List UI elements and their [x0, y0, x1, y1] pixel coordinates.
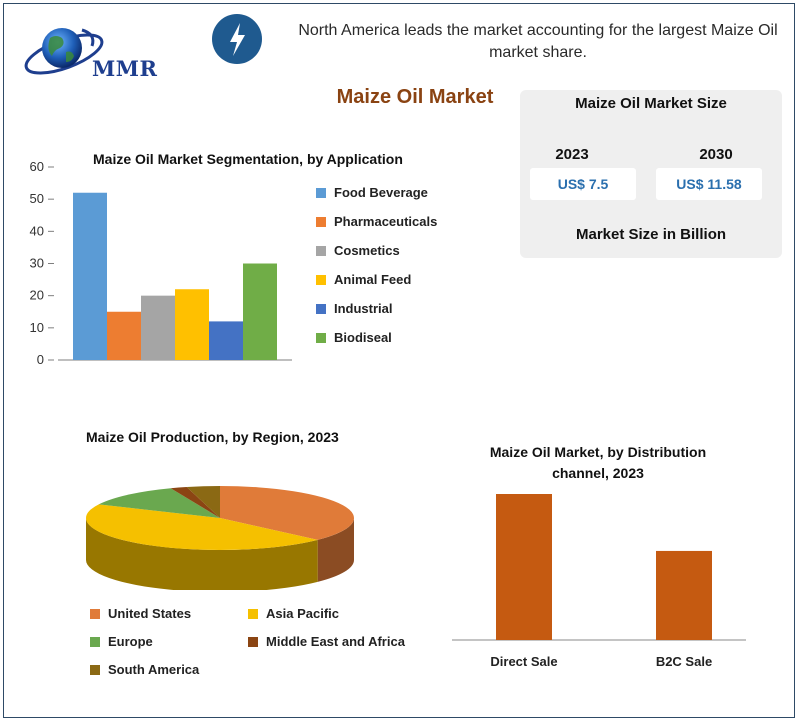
legend-item-europe: Europe [90, 634, 153, 649]
legend-label: Middle East and Africa [266, 634, 405, 649]
legend-label: Biodiseal [334, 330, 392, 345]
bar-direct-sale [496, 494, 552, 640]
pie-slice-europe [98, 488, 220, 518]
headline-text: North America leads the market accountin… [298, 22, 778, 61]
pie-side-asia-pacific [86, 518, 318, 590]
market-size-unit: Market Size in Billion [575, 226, 727, 243]
legend-swatch [90, 609, 100, 619]
legend-label: Cosmetics [334, 243, 400, 258]
legend-item-biodiseal: Biodiseal [316, 330, 392, 345]
legend-label: Food Beverage [334, 185, 428, 200]
region-chart-title: Maize Oil Production, by Region, 2023 [86, 429, 339, 445]
legend-label: Asia Pacific [266, 606, 339, 621]
legend-item-south-america: South America [90, 662, 199, 677]
y-tick-label: 40 [30, 223, 44, 238]
bar-b2c-sale [656, 550, 712, 640]
value-2030: US$ 11.58 [656, 168, 762, 200]
legend-swatch [316, 275, 326, 285]
legend-item-animal-feed: Animal Feed [316, 272, 411, 287]
legend-label: United States [108, 606, 192, 621]
y-tick-label: 0 [37, 352, 44, 367]
year-2030-label: 2030 [699, 146, 733, 163]
bar-biodiseal [243, 263, 277, 360]
legend-item-middle-east-and-africa: Middle East and Africa [248, 634, 405, 649]
main-title: Maize Oil Market [336, 86, 494, 108]
value-2023: US$ 7.5 [530, 168, 636, 200]
y-tick-label: 30 [30, 256, 44, 271]
y-tick-label: 60 [30, 159, 44, 174]
region-pie-chart [85, 486, 354, 590]
legend-item-food-beverage: Food Beverage [316, 185, 428, 200]
legend-swatch [248, 609, 258, 619]
legend-item-united-states: United States [90, 606, 191, 621]
bar-food-beverage [73, 192, 107, 360]
bar-animal-feed [175, 289, 209, 360]
legend-swatch [248, 637, 258, 647]
pie-slice-asia-pacific [85, 504, 318, 550]
pie-side-united-states [317, 518, 354, 582]
legend-label: Pharmaceuticals [334, 214, 438, 229]
legend-swatch [316, 188, 326, 198]
x-tick-label: B2C Sale [656, 654, 712, 669]
bar-industrial [209, 321, 243, 360]
lightning-icon [212, 14, 262, 64]
legend-swatch [316, 217, 326, 227]
brand-name: MMR [92, 56, 158, 81]
legend-swatch [316, 304, 326, 314]
pie-slice-middle-east-and-africa [170, 487, 220, 518]
legend-swatch [90, 637, 100, 647]
pie-slice-united-states [220, 486, 354, 540]
infographic-frame [3, 3, 795, 718]
y-tick-label: 10 [30, 320, 44, 335]
year-2023-label: 2023 [555, 146, 589, 163]
distribution-title-line-1: Maize Oil Market, by Distribution [489, 444, 707, 460]
distribution-title-line-2: channel, 2023 [552, 465, 644, 481]
globe-icon [24, 28, 104, 75]
legend-item-asia-pacific: Asia Pacific [248, 606, 339, 621]
market-size-title: Maize Oil Market Size [575, 95, 727, 112]
legend-item-cosmetics: Cosmetics [316, 243, 400, 258]
x-tick-label: Direct Sale [490, 654, 557, 669]
bar-pharmaceuticals [107, 311, 141, 360]
legend-label: South America [108, 662, 200, 677]
legend-swatch [316, 333, 326, 343]
distribution-bar-chart: Direct Sale B2C Sale [452, 494, 746, 669]
legend-label: Europe [108, 634, 153, 649]
legend-item-pharmaceuticals: Pharmaceuticals [316, 214, 437, 229]
legend-label: Animal Feed [334, 272, 412, 287]
application-chart-title: Maize Oil Market Segmentation, by Applic… [93, 151, 403, 167]
legend-swatch [90, 665, 100, 675]
legend-label: Industrial [334, 301, 393, 316]
y-tick-label: 20 [30, 288, 44, 303]
bar-cosmetics [141, 295, 175, 360]
distribution-chart-title: Maize Oil Market, by Distribution channe… [450, 442, 746, 484]
pie-slice-south-america [186, 486, 220, 518]
y-tick-label: 50 [30, 191, 44, 206]
application-bar-chart: 0 10 20 30 40 50 60 [30, 159, 292, 367]
legend-swatch [316, 246, 326, 256]
mmr-logo: MMR [22, 22, 172, 84]
legend-item-industrial: Industrial [316, 301, 393, 316]
